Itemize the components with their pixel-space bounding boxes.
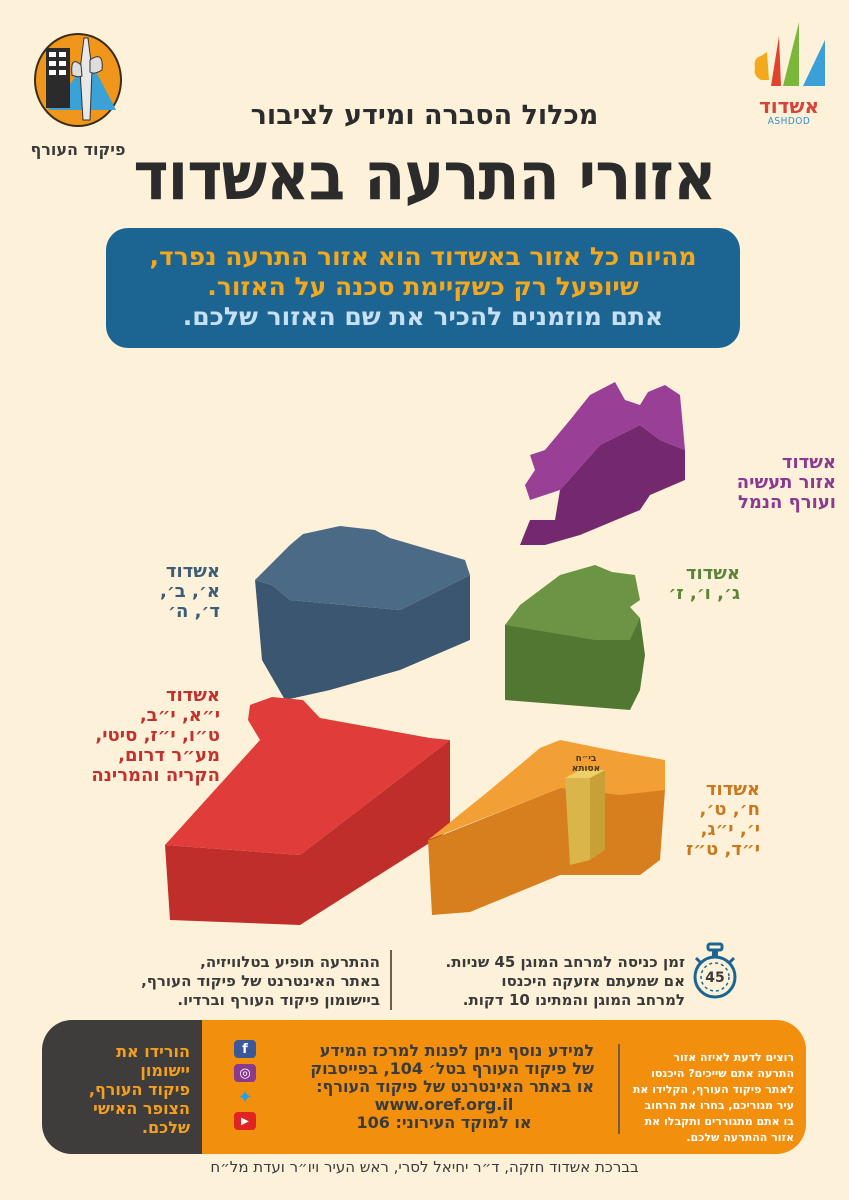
contact-info-line-1: למידע נוסף ניתן לפנות למרכז המידע — [319, 1041, 594, 1060]
ashdod-logo-english: ASHDOD — [767, 116, 811, 127]
stopwatch-value: 45 — [705, 970, 725, 986]
zone-label-line: אשדוד — [165, 561, 220, 582]
footer-credit: בברכת אשדוד חזקה, ד״ר יחיאל לסרי, ראש הע… — [210, 1158, 639, 1176]
contact-info-text: למידע נוסף ניתן לפנות למרכז המידע של פיק… — [294, 1042, 594, 1132]
intro-line-3: אתם מוזמנים להכיר את שם האזור שלכם. — [182, 302, 664, 331]
contact-info-box: f ◎ ✦ ▶ למידע נוסף ניתן לפנות למרכז המיד… — [202, 1020, 806, 1154]
instagram-icon[interactable]: ◎ — [234, 1064, 256, 1082]
zone-shape-abdh — [255, 526, 470, 700]
contact-info-line-2: של פיקוד העורף בטל׳ 104, בפייסבוק — [310, 1059, 594, 1078]
shelter-info-line-3: למרחב המוגן והמתינו 10 דקות. — [462, 991, 685, 1009]
zone-label-line: י׳, י״ג, — [700, 819, 760, 840]
app-promo-line: יישומון — [140, 1061, 190, 1080]
zone-label-line: י״א, י״ב, — [139, 705, 220, 726]
app-promo-line: שלכם. — [141, 1118, 190, 1137]
zone-lookup-line: רוצים לדעת לאיזה אזור — [673, 1051, 794, 1064]
zone-label-abdh: אשדוד א׳, ב׳, ד׳, ה׳ — [90, 562, 220, 622]
app-promo-box: הורידו את יישומון פיקוד העורף, הצופר האי… — [42, 1020, 202, 1154]
shelter-info: זמן כניסה למרחב המוגן 45 שניות. אם שמעתם… — [400, 953, 685, 1010]
zone-shape-south — [165, 697, 450, 925]
intro-banner: מהיום כל אזור באשדוד הוא אזור התרעה נפרד… — [106, 228, 740, 348]
home-front-command-label: פיקוד העורף — [30, 140, 126, 159]
zone-label-line: י״ד, ט״ז — [686, 839, 760, 860]
alert-info-line-2: באתר האינטרנט של פיקוד העורף, — [141, 972, 380, 990]
home-front-command-emblem-icon — [34, 33, 122, 127]
zone-lookup-line: עיר מגוריכם, בחרו את הרחוב — [644, 1099, 795, 1112]
ashdod-sails-icon — [754, 22, 825, 86]
zone-label-line: ועורף הנמל — [737, 492, 836, 513]
zone-label-south: אשדוד י״א, י״ב, ט״ו, י״ז, סיטי, מע״ר דרו… — [70, 686, 220, 786]
ashdod-city-logo: אשדוד ASHDOD — [748, 22, 830, 127]
intro-line-2: שיופעל רק כשקיימת סכנה על האזור. — [207, 272, 639, 301]
contact-info-line-3: או באתר האינטרנט של פיקוד העורף: — [316, 1077, 594, 1096]
ashdod-logo-hebrew: אשדוד — [758, 94, 820, 118]
zones-map-illustration — [165, 382, 685, 925]
zone-label-line: א׳, ב׳, — [159, 581, 220, 602]
alert-info: ההתרעה תופיע בטלוויזיה, באתר האינטרנט של… — [140, 953, 380, 1010]
youtube-icon[interactable]: ▶ — [234, 1112, 256, 1130]
intro-line-1: מהיום כל אזור באשדוד הוא אזור התרעה נפרד… — [149, 242, 697, 271]
app-promo-text: הורידו את יישומון פיקוד העורף, הצופר האי… — [89, 1042, 190, 1137]
zone-label-line: ח׳, ט׳, — [699, 799, 760, 820]
zone-shape-gvz — [505, 565, 645, 710]
city-hotline: או למוקד העירוני: 106 — [356, 1113, 532, 1132]
alert-info-line-1: ההתרעה תופיע בטלוויזיה, — [200, 953, 380, 971]
zone-label-gvz: אשדוד ג׳, ו׳, ז׳ — [640, 564, 740, 604]
zone-lookup-line: בו אתם מתגוררים ותקבלו את — [644, 1115, 794, 1128]
hospital-label: בי״ח אסותא — [566, 754, 606, 774]
shelter-info-line-1: זמן כניסה למרחב המוגן 45 שניות. — [445, 953, 685, 971]
zone-label-line: אשדוד — [781, 452, 836, 473]
hospital-label-line-2: אסותא — [571, 764, 601, 774]
info-divider — [390, 950, 392, 1010]
stopwatch-icon — [693, 942, 737, 999]
zone-label-line: אזור תעשיה — [736, 472, 836, 493]
zone-label-line: אשדוד — [685, 563, 740, 584]
alert-info-line-3: ביישומון פיקוד העורף וברדיו. — [177, 991, 380, 1009]
zone-lookup-line: התרעה אתם שייכים? היכנסו — [651, 1067, 794, 1080]
twitter-icon[interactable]: ✦ — [237, 1086, 253, 1108]
zone-label-line: הקריה והמרינה — [91, 765, 220, 786]
hospital-label-line-1: בי״ח — [575, 754, 597, 764]
shelter-info-line-2: אם שמעתם אזעקה היכנסו — [501, 972, 685, 990]
social-icons: f ◎ ✦ ▶ — [230, 1040, 256, 1136]
zone-shape-htyi — [428, 740, 665, 915]
app-promo-line: פיקוד העורף, — [88, 1080, 190, 1099]
home-front-command-logo: פיקוד העורף — [28, 30, 128, 159]
app-promo-line: הצופר האישי — [93, 1099, 190, 1118]
zone-label-line: אשדוד — [165, 685, 220, 706]
zone-label-line: ד׳, ה׳ — [167, 601, 220, 622]
bottom-info-bar: הורידו את יישומון פיקוד העורף, הצופר האי… — [42, 1020, 806, 1154]
zone-lookup-line: לאתר פיקוד העורף, הקלידו את — [632, 1083, 794, 1096]
page-subtitle: מכלול הסברה ומידע לציבור — [250, 100, 599, 131]
page-title: אזורי התרעה באשדוד — [133, 137, 716, 217]
zone-shape-industrial — [520, 382, 685, 545]
zone-lookup-note: רוצים לדעת לאיזה אזור התרעה אתם שייכים? … — [622, 1050, 794, 1146]
zone-label-htyi: אשדוד ח׳, ט׳, י׳, י״ג, י״ד, ט״ז — [660, 780, 760, 860]
oref-website-link[interactable]: www.oref.org.il — [374, 1095, 514, 1114]
zone-label-industrial: אשדוד אזור תעשיה ועורף הנמל — [686, 453, 836, 513]
facebook-icon[interactable]: f — [234, 1040, 256, 1058]
zone-lookup-line: אזור ההתרעה שלכם. — [686, 1131, 794, 1144]
zone-label-line: ג׳, ו׳, ז׳ — [668, 583, 740, 604]
zone-label-line: מע״ר דרום, — [118, 745, 220, 766]
app-promo-line: הורידו את — [116, 1042, 190, 1061]
contact-divider — [618, 1044, 620, 1134]
zone-label-line: ט״ו, י״ז, סיטי, — [95, 725, 220, 746]
zone-label-line: אשדוד — [705, 779, 760, 800]
